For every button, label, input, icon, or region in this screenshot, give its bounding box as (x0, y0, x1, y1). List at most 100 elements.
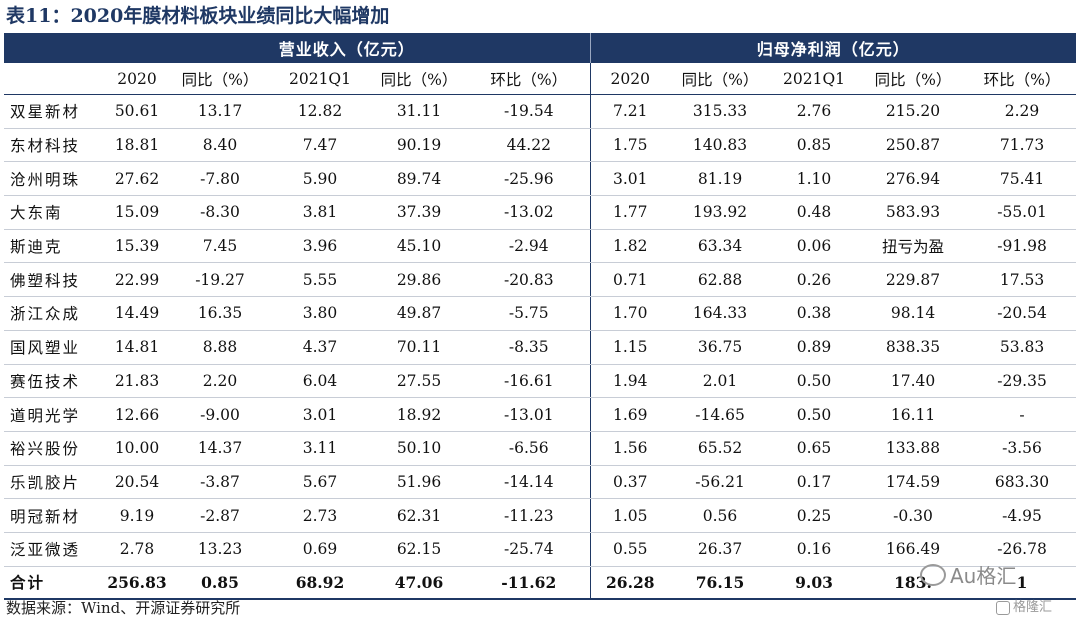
table-cell: 3.01 (589, 161, 671, 197)
table-cell: 62.88 (670, 262, 771, 298)
table-row: 乐凯胶片 20.54 -3.87 5.67 51.96 -14.14 0.37 -56.21 0… (4, 465, 1077, 500)
table-cell: 62.15 (370, 532, 468, 567)
wechat-icon (920, 563, 946, 586)
table-cell: 37.39 (370, 195, 468, 230)
table-cell: 65.52 (670, 431, 771, 466)
table-cell: -11.23 (468, 498, 591, 533)
table-cell: 7.45 (170, 229, 270, 264)
financial-table: 营业收入（亿元） 归母净利润（亿元） 2020 同比（%） 2021Q1 同比（%）环… (4, 33, 1077, 600)
column-header: 2021Q1 (770, 63, 859, 95)
table-cell: 12.82 (270, 94, 370, 129)
table-cell: -13.02 (468, 195, 591, 230)
table-cell: -8.30 (170, 195, 270, 230)
company-name: 泛亚微透 (4, 532, 104, 567)
table-cell: 0.06 (770, 229, 859, 264)
table-cell: 583.93 (858, 195, 969, 230)
table-row: 大东南 15.09 -8.30 3.81 37.39 -13.02 1.77 193.92 0.… (4, 195, 1077, 230)
table-cell: 315.33 (670, 94, 771, 129)
table-cell: 3.80 (270, 296, 370, 331)
table-cell: 2.20 (170, 364, 270, 399)
table-cell: 1.15 (589, 330, 671, 365)
table-cell: 3.81 (270, 195, 370, 230)
table-cell: 193.92 (670, 195, 771, 230)
table-cell: 12.66 (104, 397, 170, 432)
table-cell: 3.11 (270, 431, 370, 466)
table-cell: 1.10 (770, 161, 859, 197)
table-cell: 2.01 (670, 364, 771, 399)
table-cell: 0.16 (770, 532, 859, 567)
table-cell: 0.37 (589, 465, 671, 500)
table-cell: 62.31 (370, 498, 468, 533)
table-row: 明冠新材 9.19 -2.87 2.73 62.31 -11.23 1.05 0.56 0.25… (4, 498, 1077, 533)
group-header-blank (4, 33, 104, 63)
table-cell: 13.17 (170, 94, 270, 129)
table-cell: -29.35 (968, 364, 1077, 399)
subheader-row: 2020 同比（%） 2021Q1 同比（%） 环比（%） 2020 同比（%） 2021Q1… (4, 63, 1077, 95)
table-cell: 1.69 (589, 397, 671, 432)
table-cell: 0.85 (770, 128, 859, 163)
table-cell: 27.55 (370, 364, 468, 399)
group-header-row: 营业收入（亿元） 归母净利润（亿元） (4, 33, 1077, 63)
table-cell: -20.83 (468, 262, 591, 298)
table-cell: 50.61 (104, 94, 170, 129)
table-cell: 16.11 (858, 397, 969, 432)
table-cell: 276.94 (858, 161, 969, 197)
total-cell: 68.92 (270, 565, 370, 600)
table-cell: 36.75 (670, 330, 771, 365)
table-cell: -20.54 (968, 296, 1077, 331)
table-cell: -19.27 (170, 262, 270, 298)
table-cell: 164.33 (670, 296, 771, 331)
total-cell: 0.85 (170, 565, 270, 600)
company-name: 大东南 (4, 195, 104, 230)
column-header: 同比（%） (370, 63, 468, 95)
table-cell: 14.81 (104, 330, 170, 365)
table-cell: -14.14 (468, 465, 591, 500)
table-cell: -3.87 (170, 465, 270, 500)
table-row: 佛塑科技 22.99 -19.27 5.55 29.86 -20.83 0.71 62.88 0… (4, 262, 1077, 298)
table-cell: 17.40 (858, 364, 969, 399)
table-cell: 50.10 (370, 431, 468, 466)
table-cell: 4.37 (270, 330, 370, 365)
table-cell: -91.98 (968, 229, 1077, 264)
table-cell: 90.19 (370, 128, 468, 163)
table-cell: 0.17 (770, 465, 859, 500)
table-cell: 2.73 (270, 498, 370, 533)
table-cell: -55.01 (968, 195, 1077, 230)
table-cell: 0.25 (770, 498, 859, 533)
table-cell: 20.54 (104, 465, 170, 500)
column-header (4, 63, 104, 95)
table-cell: 1.94 (589, 364, 671, 399)
table-cell: 0.56 (670, 498, 771, 533)
total-cell: 1 (968, 565, 1077, 600)
company-name: 浙江众成 (4, 296, 104, 331)
company-name: 佛塑科技 (4, 262, 104, 298)
table-cell: 1.05 (589, 498, 671, 533)
table-cell: 0.26 (770, 262, 859, 298)
group-header-revenue: 营业收入（亿元） (104, 33, 591, 63)
table-cell: 5.90 (270, 161, 370, 197)
table-cell: 89.74 (370, 161, 468, 197)
total-cell: 26.28 (589, 565, 671, 600)
column-header: 环比（%） (468, 63, 591, 95)
table-cell: 1.77 (589, 195, 671, 230)
table-cell: 27.62 (104, 161, 170, 197)
table-cell: -19.54 (468, 94, 591, 129)
table-row: 双星新材 50.61 13.17 12.82 31.11 -19.54 7.21 315.33… (4, 94, 1077, 129)
table-row: 沧州明珠 27.62 -7.80 5.90 89.74 -25.96 3.01 81.19 1.… (4, 161, 1077, 197)
table-cell: 2.29 (968, 94, 1077, 129)
table-cell: 21.83 (104, 364, 170, 399)
company-name: 东材科技 (4, 128, 104, 163)
company-name: 裕兴股份 (4, 431, 104, 466)
total-cell: 183. (858, 565, 969, 600)
table-cell: 1.82 (589, 229, 671, 264)
column-header: 2020 (104, 63, 170, 95)
table-cell: 14.37 (170, 431, 270, 466)
table-cell: -9.00 (170, 397, 270, 432)
column-header: 环比（%） (968, 63, 1077, 95)
column-header: 2021Q1 (270, 63, 370, 95)
table-cell: 8.88 (170, 330, 270, 365)
total-cell: 76.15 (670, 565, 771, 600)
table-cell: 1.70 (589, 296, 671, 331)
brand-icon (996, 600, 1010, 615)
table-row: 道明光学 12.66 -9.00 3.01 18.92 -13.01 1.69 -14.65 0… (4, 397, 1077, 432)
